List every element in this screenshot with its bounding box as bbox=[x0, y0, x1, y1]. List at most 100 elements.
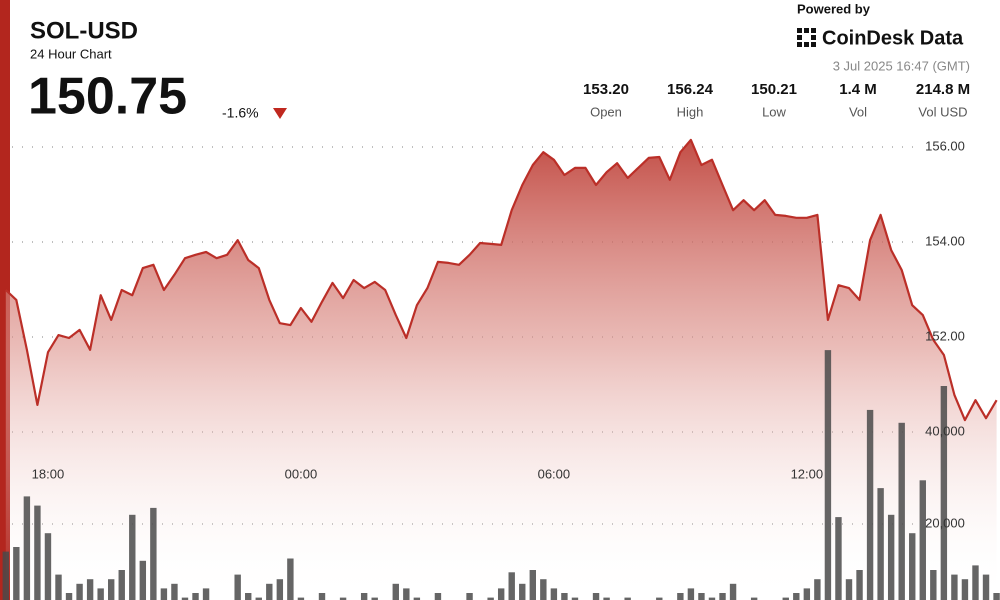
x-tick-label: 12:00 bbox=[791, 466, 824, 481]
volume-bar bbox=[297, 597, 305, 600]
volume-bar bbox=[529, 570, 536, 600]
volume-bar bbox=[550, 588, 558, 600]
powered-by: Powered by bbox=[797, 1, 871, 16]
volume-bar bbox=[909, 533, 916, 600]
volume-bar bbox=[287, 558, 294, 600]
volume-bar bbox=[371, 597, 378, 600]
stat-value: 214.8 M bbox=[916, 81, 970, 98]
volume-bar bbox=[729, 583, 737, 600]
stat-label: Low bbox=[762, 104, 786, 119]
volume-bar bbox=[940, 386, 948, 600]
stat-value: 150.21 bbox=[751, 81, 797, 98]
volume-bar bbox=[624, 597, 631, 600]
volume-bar bbox=[202, 588, 210, 600]
price: 150.75 bbox=[28, 68, 187, 126]
volume-bar bbox=[877, 488, 884, 600]
volume-bar bbox=[677, 593, 684, 600]
volume-bar bbox=[687, 588, 695, 600]
header: SOL-USD 24 Hour Chart 150.75 -1.6% Power… bbox=[28, 1, 970, 125]
price-area bbox=[5, 139, 997, 600]
volume-bar bbox=[898, 422, 905, 600]
volume-bar bbox=[866, 409, 874, 600]
volume-bar bbox=[403, 588, 410, 600]
volume-bar bbox=[13, 547, 20, 600]
stat-label: Vol bbox=[849, 104, 867, 119]
volume-bar bbox=[814, 579, 821, 600]
plot-area: 156.00 154.00 152.00 40,000 20,000 18:00 00:00… bbox=[2, 138, 1000, 600]
stat-value: 156.24 bbox=[667, 81, 714, 98]
volume-bar bbox=[266, 583, 273, 600]
volume-bar bbox=[592, 593, 600, 600]
volume-bar bbox=[234, 574, 241, 600]
volume-bar bbox=[750, 597, 758, 600]
volume-bar bbox=[993, 593, 1000, 600]
volume-bar bbox=[540, 579, 547, 600]
accent-bar bbox=[0, 0, 10, 600]
stat-value: 1.4 M bbox=[839, 81, 877, 98]
y-tick-label: 156.00 bbox=[925, 138, 965, 153]
volume-bar bbox=[782, 597, 789, 600]
volume-bar bbox=[129, 514, 136, 600]
volume-bar bbox=[951, 574, 958, 600]
volume-bar bbox=[118, 570, 125, 600]
volume-bar bbox=[23, 496, 31, 600]
volume-bar bbox=[255, 597, 262, 600]
change: -1.6% bbox=[222, 105, 259, 121]
stat-label: Vol USD bbox=[918, 104, 967, 119]
volume-bar bbox=[150, 507, 157, 600]
volume-bar bbox=[919, 480, 926, 600]
brand-logo bbox=[797, 28, 816, 47]
volume-bar bbox=[139, 560, 147, 600]
volume-bar bbox=[160, 588, 168, 600]
volume-bar bbox=[392, 583, 399, 600]
volume-bar bbox=[961, 579, 969, 600]
volume-bar bbox=[719, 593, 726, 600]
volume-bar bbox=[845, 579, 853, 600]
volume-bar bbox=[55, 574, 62, 600]
volume-bar bbox=[930, 570, 937, 600]
y-tick-label: 152.00 bbox=[925, 328, 965, 343]
x-tick-label: 00:00 bbox=[285, 466, 318, 481]
volume-bar bbox=[34, 505, 41, 600]
timestamp: 3 Jul 2025 16:47 (GMT) bbox=[833, 58, 970, 73]
volume-bar bbox=[982, 574, 990, 600]
volume-bar bbox=[76, 583, 83, 600]
volume-bar bbox=[656, 597, 663, 600]
volume-bar bbox=[571, 597, 579, 600]
volume-bar bbox=[2, 551, 9, 600]
volume-bar bbox=[192, 593, 199, 600]
y2-tick-label: 40,000 bbox=[925, 423, 965, 438]
volume-bar bbox=[245, 593, 252, 600]
brand: CoinDesk Data bbox=[822, 27, 964, 49]
subtitle: 24 Hour Chart bbox=[30, 46, 112, 61]
volume-bar bbox=[519, 583, 526, 600]
y-tick-label: 154.00 bbox=[925, 233, 965, 248]
stat-value: 153.20 bbox=[583, 81, 629, 98]
stat-label: Open bbox=[590, 104, 622, 119]
volume-bar bbox=[803, 588, 811, 600]
title: SOL-USD bbox=[30, 17, 138, 44]
volume-bar bbox=[466, 593, 473, 600]
volume-bar bbox=[434, 593, 442, 600]
volume-bar bbox=[44, 533, 52, 600]
volume-bar bbox=[360, 593, 368, 600]
volume-bar bbox=[708, 597, 716, 600]
volume-bar bbox=[318, 593, 326, 600]
volume-bar bbox=[793, 593, 800, 600]
stat-label: High bbox=[677, 104, 704, 119]
volume-bar bbox=[171, 583, 178, 600]
x-tick-label: 06:00 bbox=[538, 466, 571, 481]
volume-bar bbox=[835, 517, 842, 600]
volume-bar bbox=[603, 597, 610, 600]
volume-bar bbox=[276, 579, 284, 600]
volume-bar bbox=[181, 597, 189, 600]
volume-bar bbox=[97, 588, 104, 600]
volume-bar bbox=[86, 579, 94, 600]
volume-bar bbox=[508, 572, 515, 600]
volume-bar bbox=[856, 570, 863, 600]
volume-bar bbox=[413, 597, 421, 600]
volume-bar bbox=[108, 579, 115, 600]
volume-bar bbox=[698, 593, 705, 600]
y2-tick-label: 20,000 bbox=[925, 515, 965, 530]
